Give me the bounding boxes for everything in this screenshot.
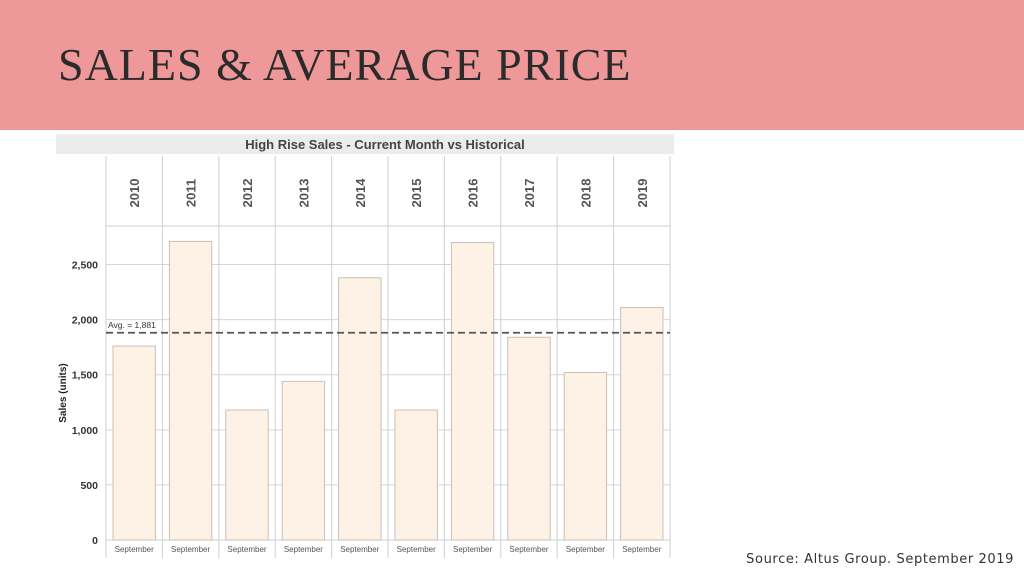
chart-title-bar (56, 134, 674, 154)
bar-2013 (281, 380, 326, 541)
x-category-label: 2010 (127, 179, 142, 208)
bar-2012 (225, 409, 269, 541)
bar-2017 (507, 336, 551, 541)
x-category-label: 2014 (353, 178, 368, 208)
x-category-label: 2016 (466, 179, 481, 208)
y-tick-label: 500 (80, 480, 98, 492)
y-tick-label: 2,500 (72, 260, 98, 272)
bar-chart: High Rise Sales - Current Month vs Histo… (56, 134, 674, 558)
x-sublabel: September (340, 545, 379, 554)
bar-2015 (394, 409, 438, 541)
y-tick-label: 1,000 (72, 425, 98, 437)
x-category-label: 2012 (240, 179, 255, 208)
slide-title: SALES & AVERAGE PRICE (58, 39, 632, 90)
x-sublabel: September (509, 545, 548, 554)
x-sublabel: September (622, 545, 661, 554)
x-sublabel: September (566, 545, 605, 554)
chart-container: High Rise Sales - Current Month vs Histo… (56, 134, 674, 560)
x-category-label: 2017 (522, 179, 537, 208)
x-sublabel: September (284, 545, 323, 554)
x-category-label: 2011 (184, 179, 199, 207)
x-category-label: 2019 (635, 179, 650, 208)
average-label: Avg. = 1,881 (108, 320, 156, 330)
title-banner (0, 0, 1024, 130)
x-sublabel: September (171, 545, 210, 554)
y-tick-label: 1,500 (72, 370, 98, 382)
chart-title: High Rise Sales - Current Month vs Histo… (245, 137, 525, 152)
x-category-label: 2018 (578, 179, 593, 208)
x-category-label: 2013 (296, 179, 311, 208)
source-note: Source: Altus Group. September 2019 (746, 552, 1014, 567)
x-sublabel: September (397, 545, 436, 554)
bar-2016 (450, 242, 495, 541)
bar-2018 (563, 372, 608, 541)
x-sublabel: September (227, 545, 266, 554)
bar-2010 (112, 345, 156, 541)
y-axis-label: Sales (units) (58, 363, 69, 422)
x-sublabel: September (453, 545, 492, 554)
x-sublabel: September (115, 545, 154, 554)
bar-2014 (338, 277, 382, 541)
y-tick-label: 2,000 (72, 315, 98, 327)
bar-2011 (168, 240, 213, 541)
bar-2019 (620, 307, 664, 541)
x-category-label: 2015 (409, 179, 424, 208)
y-tick-label: 0 (92, 535, 98, 547)
